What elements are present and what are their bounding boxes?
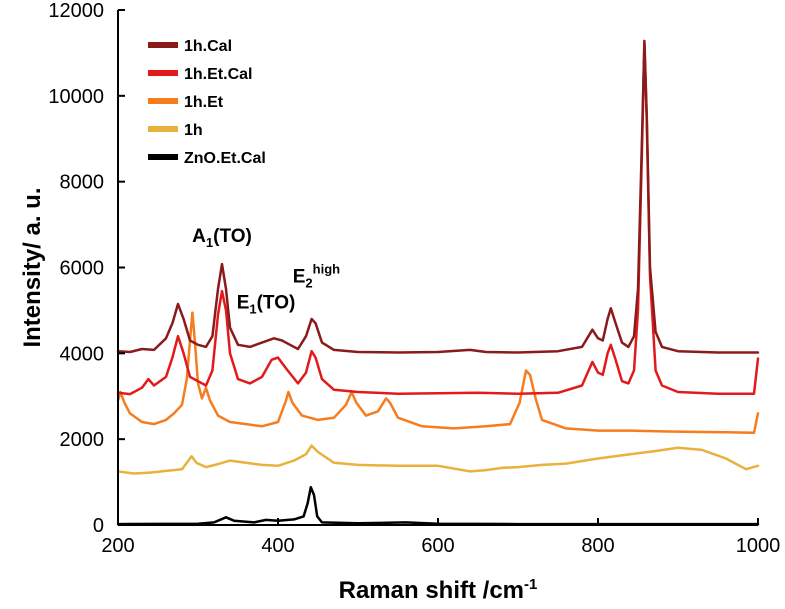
y-tick-label: 2000 <box>60 429 105 451</box>
legend-label: 1h <box>184 122 203 139</box>
x-tick-label: 400 <box>261 535 294 557</box>
annotation-superscript: high <box>313 262 340 277</box>
legend: 1h.Cal 1h.Et.Cal 1h.Et 1h ZnO.Et.Cal <box>148 38 266 167</box>
y-tick-label: 8000 <box>60 172 105 194</box>
annotation-subscript: 1 <box>249 301 256 316</box>
legend-label: 1h.Et <box>184 94 224 111</box>
peak-annotation: A1(TO) <box>192 226 252 250</box>
x-tick-label: 800 <box>581 535 614 557</box>
series-layer <box>116 39 760 526</box>
y-axis-title: Intensity/ a. u. <box>19 187 46 347</box>
y-tick-label: 10000 <box>48 86 104 108</box>
series-line-1h <box>116 444 760 475</box>
x-axis-title-superscript: -1 <box>524 576 537 593</box>
series-line-zno-et-cal <box>116 485 760 526</box>
axes <box>117 10 758 526</box>
peak-annotation: E2high <box>293 262 340 291</box>
y-tick-label: 6000 <box>60 258 105 280</box>
y-tick-label: 4000 <box>60 343 105 365</box>
annotation-layer: A1(TO) E1(TO)E2high <box>192 226 340 317</box>
series-line-1h-et <box>116 311 760 434</box>
y-tick-label: 0 <box>93 515 104 537</box>
x-tick-label: 1000 <box>736 535 781 557</box>
annotation-subscript: 1 <box>206 235 213 250</box>
annotation-subscript: 2 <box>305 276 312 291</box>
x-tick-label: 200 <box>101 535 134 557</box>
peak-annotation: E1(TO) <box>237 292 296 316</box>
x-axis-title: Raman shift /cm-1 <box>339 576 538 604</box>
legend-label: 1h.Et.Cal <box>184 66 252 83</box>
tick-layer: 200 400 600 800 1000020004000600080001000012… <box>48 0 780 557</box>
series-line-1h-cal <box>116 39 760 354</box>
x-tick-label: 600 <box>421 535 454 557</box>
y-tick-label: 12000 <box>48 0 104 22</box>
legend-label: 1h.Cal <box>184 38 232 55</box>
legend-label: ZnO.Et.Cal <box>184 150 266 167</box>
